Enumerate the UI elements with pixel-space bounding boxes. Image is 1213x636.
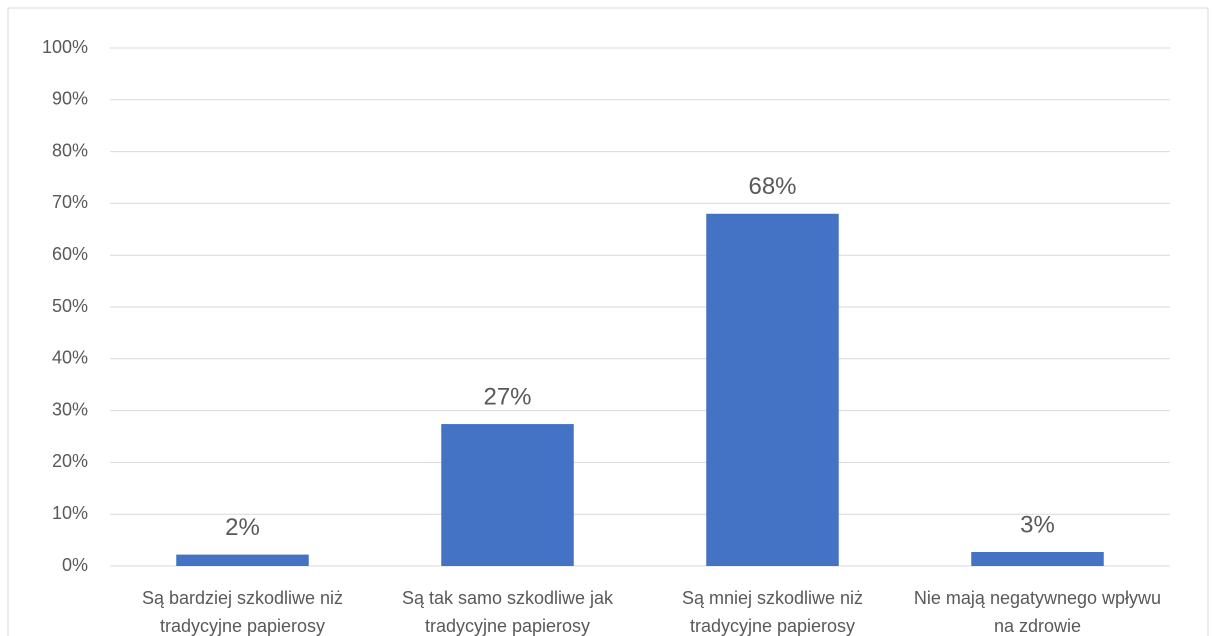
y-tick-label: 90% — [52, 89, 88, 109]
y-tick-label: 40% — [52, 348, 88, 368]
data-label: 68% — [748, 173, 796, 200]
y-tick-label: 0% — [62, 555, 88, 575]
x-tick-label: Nie mają negatywnego wpływu na zdrowie — [913, 588, 1162, 636]
data-label: 2% — [225, 514, 260, 541]
y-tick-label: 50% — [52, 296, 88, 316]
data-label: 27% — [483, 383, 531, 410]
x-tick-label: Są bardziej szkodliwe niż tradycyjne pap… — [141, 588, 344, 636]
x-tick-label: Są mniej szkodliwe niż tradycyjne papier… — [681, 588, 864, 636]
chart-border — [7, 7, 1209, 636]
x-tick-label: Są tak samo szkodliwe jak tradycyjne pap… — [401, 588, 614, 636]
bar — [176, 554, 309, 566]
data-label: 3% — [1020, 511, 1055, 538]
y-tick-label: 20% — [52, 451, 88, 471]
bar — [971, 552, 1104, 566]
y-tick-label: 70% — [52, 192, 88, 212]
y-tick-label: 10% — [52, 503, 88, 523]
y-tick-label: 30% — [52, 399, 88, 419]
y-tick-label: 60% — [52, 244, 88, 264]
y-tick-label: 100% — [42, 37, 88, 57]
bar — [706, 213, 839, 566]
bar — [441, 424, 574, 566]
y-tick-label: 80% — [52, 140, 88, 160]
